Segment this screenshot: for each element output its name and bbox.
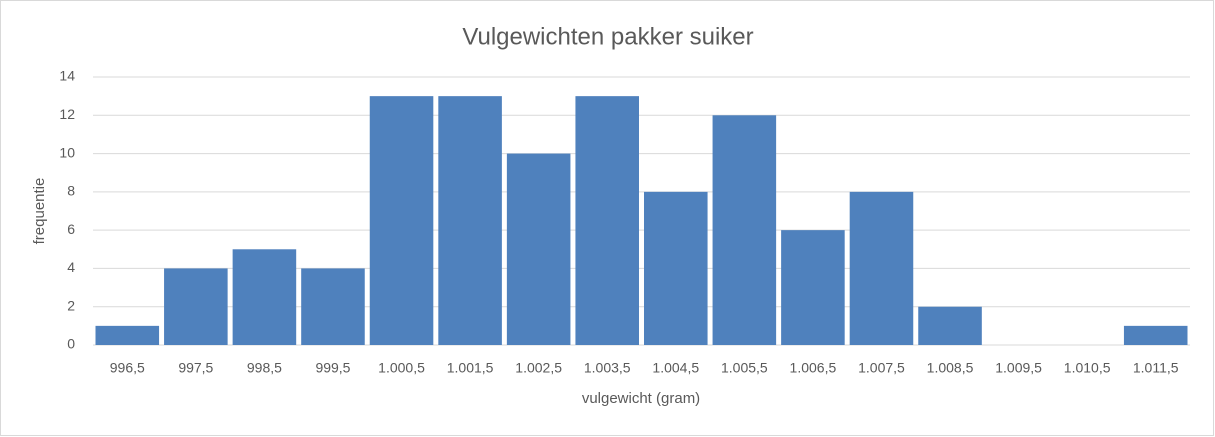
x-tick-label: 1.007,5 — [858, 360, 905, 376]
bar — [506, 153, 571, 345]
x-axis-title: vulgewicht (gram) — [582, 390, 700, 407]
bar — [644, 191, 708, 345]
bar — [369, 96, 434, 346]
x-tick-label: 1.002,5 — [515, 360, 562, 376]
x-tick-label: 1.000,5 — [378, 360, 425, 376]
x-tick-label: 1.005,5 — [721, 360, 768, 376]
x-tick-label: 1.003,5 — [584, 360, 631, 376]
y-tick-label: 10 — [59, 144, 75, 160]
y-tick-label: 4 — [67, 259, 75, 275]
x-tick-label: 1.001,5 — [447, 360, 494, 376]
bar — [232, 249, 297, 345]
bar — [712, 115, 777, 346]
x-tick-label: 1.010,5 — [1064, 360, 1111, 376]
bar — [301, 268, 365, 345]
x-tick-label: 1.009,5 — [995, 360, 1042, 376]
bar — [575, 96, 639, 346]
bar — [1123, 325, 1188, 345]
bar — [95, 325, 160, 345]
bar — [781, 230, 845, 345]
x-tick-label: 999,5 — [315, 360, 350, 376]
x-tick-label: 1.006,5 — [790, 360, 837, 376]
y-tick-label: 6 — [67, 221, 75, 237]
y-tick-label: 8 — [67, 183, 75, 199]
x-tick-label: 997,5 — [178, 360, 213, 376]
x-tick-label: 1.004,5 — [652, 360, 699, 376]
bar — [918, 306, 982, 345]
chart-title: Vulgewichten pakker suiker — [462, 23, 753, 50]
y-tick-label: 2 — [67, 297, 75, 313]
x-tick-label: 998,5 — [247, 360, 282, 376]
y-tick-label: 12 — [59, 106, 75, 122]
x-tick-label: 996,5 — [110, 360, 145, 376]
x-tick-label: 1.008,5 — [927, 360, 974, 376]
x-tick-label: 1.011,5 — [1133, 360, 1179, 376]
y-axis-title: frequentie — [31, 178, 48, 245]
bar — [438, 96, 502, 346]
bar — [849, 191, 914, 345]
y-tick-label: 0 — [67, 336, 75, 352]
bar — [164, 268, 228, 345]
y-tick-label: 14 — [59, 68, 75, 84]
